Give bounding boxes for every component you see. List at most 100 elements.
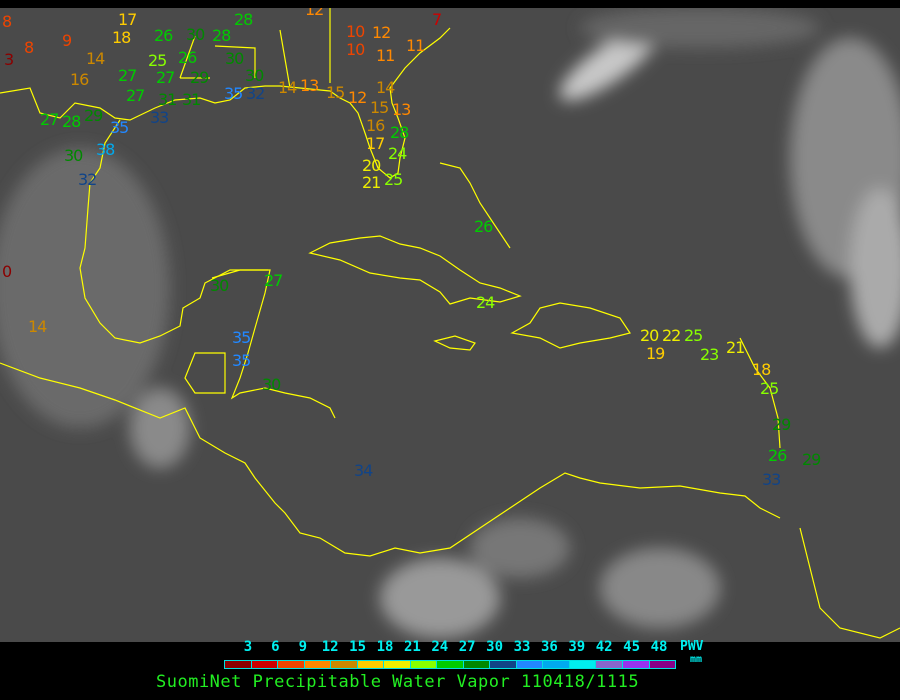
legend-tick: 9	[298, 639, 308, 655]
station-pwv-value: 14	[278, 78, 297, 97]
station-pwv-value: 28	[212, 26, 231, 45]
legend-tick: 48	[650, 639, 668, 655]
legend-tick: 6	[271, 639, 280, 655]
station-pwv-value: 32	[246, 84, 265, 103]
legend-tick: 30	[486, 639, 504, 655]
legend-tick: 12	[321, 639, 339, 655]
legend-tick: 21	[403, 639, 421, 655]
station-pwv-value: 26	[154, 26, 173, 45]
legend-unit-mm: mm	[690, 654, 703, 665]
legend-tick: 27	[458, 639, 476, 655]
station-pwv-value: 19	[646, 344, 665, 363]
color-swatch	[331, 661, 358, 668]
station-pwv-value: 18	[112, 28, 131, 47]
color-swatch	[649, 661, 676, 668]
color-swatch	[357, 661, 385, 668]
coastlines	[0, 8, 900, 639]
station-pwv-value: 9	[62, 31, 72, 50]
color-swatch	[516, 661, 544, 668]
legend-tick: 45	[623, 639, 641, 655]
legend-unit-label: PWV	[680, 639, 704, 654]
station-pwv-value: 16	[366, 116, 385, 135]
station-pwv-value: 11	[376, 46, 395, 65]
station-pwv-value: 21	[362, 173, 381, 192]
station-pwv-value: 25	[148, 51, 167, 70]
legend-tick: 18	[376, 639, 394, 655]
station-pwv-value: 13	[300, 76, 319, 95]
station-pwv-value: 3	[4, 50, 14, 69]
legend-tick: 42	[595, 639, 613, 655]
station-pwv-value: 34	[354, 461, 373, 480]
station-pwv-value: 7	[432, 10, 442, 29]
station-pwv-value: 10	[346, 40, 365, 59]
station-pwv-value: 25	[760, 379, 779, 398]
station-pwv-value: 25	[684, 326, 703, 345]
station-pwv-value: 24	[476, 293, 495, 312]
station-pwv-value: 15	[326, 83, 345, 102]
station-pwv-value: 17	[118, 10, 137, 29]
station-pwv-value: 30	[262, 375, 281, 394]
legend-tick: 24	[431, 639, 449, 655]
legend-tick: 33	[513, 639, 531, 655]
station-pwv-value: 35	[232, 328, 251, 347]
station-pwv-value: 20	[362, 156, 381, 175]
color-swatch	[384, 661, 411, 668]
station-pwv-value: 14	[376, 78, 395, 97]
station-pwv-value: 33	[150, 108, 169, 127]
station-pwv-value: 8	[24, 38, 34, 57]
color-scale-bar	[224, 660, 676, 669]
image-caption: SuomiNet Precipitable Water Vapor 110418…	[156, 672, 640, 692]
color-swatch	[278, 661, 305, 668]
legend-tick-labels: 3 6 9 12 15 18 21 24 27 30 33 36 39 42 45 48	[226, 639, 678, 655]
station-pwv-value: 16	[70, 70, 89, 89]
station-pwv-value: 12	[348, 88, 367, 107]
station-pwv-value: 30	[64, 146, 83, 165]
station-pwv-value: 27	[156, 68, 175, 87]
station-pwv-value: 28	[390, 123, 409, 142]
station-pwv-value: 35	[224, 84, 243, 103]
legend-tick: 3	[243, 639, 253, 655]
station-pwv-value: 28	[62, 112, 81, 131]
station-pwv-value: 31	[182, 90, 201, 109]
station-pwv-value: 27	[126, 86, 145, 105]
station-pwv-value: 21	[726, 338, 745, 357]
color-swatch	[490, 661, 517, 668]
color-swatch	[251, 661, 279, 668]
station-pwv-value: 14	[28, 317, 47, 336]
station-pwv-value: 29	[802, 450, 821, 469]
color-swatch	[304, 661, 332, 668]
station-pwv-value: 28	[234, 10, 253, 29]
station-pwv-value: 35	[110, 118, 129, 137]
legend-tick: 36	[540, 639, 558, 655]
station-pwv-value: 22	[662, 326, 681, 345]
color-swatch	[225, 661, 252, 668]
station-pwv-value: 12	[305, 8, 324, 19]
station-pwv-value: 17	[366, 134, 385, 153]
color-swatch	[596, 661, 623, 668]
station-pwv-value: 15	[370, 98, 389, 117]
station-pwv-value: 32	[78, 170, 97, 189]
station-pwv-value: 24	[388, 144, 407, 163]
station-pwv-value: 26	[768, 446, 787, 465]
map-overlay	[0, 8, 900, 639]
legend-tick: 39	[568, 639, 586, 655]
station-pwv-value: 13	[392, 100, 411, 119]
station-pwv-value: 26	[178, 48, 197, 67]
station-pwv-value: 33	[762, 470, 781, 489]
station-pwv-value: 29	[190, 68, 209, 87]
station-pwv-value: 14	[86, 49, 105, 68]
station-pwv-value: 30	[225, 49, 244, 68]
station-pwv-value: 27	[264, 271, 283, 290]
station-pwv-value: 30	[210, 276, 229, 295]
station-pwv-value: 27	[40, 110, 59, 129]
cloud-cover	[0, 8, 900, 638]
station-pwv-value: 27	[118, 66, 137, 85]
station-pwv-value: 35	[232, 351, 251, 370]
station-pwv-value: 11	[406, 36, 425, 55]
station-pwv-value: 23	[700, 345, 719, 364]
station-pwv-value: 25	[384, 170, 403, 189]
station-pwv-value: 8	[2, 12, 12, 31]
legend-tick: 15	[349, 639, 367, 655]
color-swatch	[622, 661, 650, 668]
